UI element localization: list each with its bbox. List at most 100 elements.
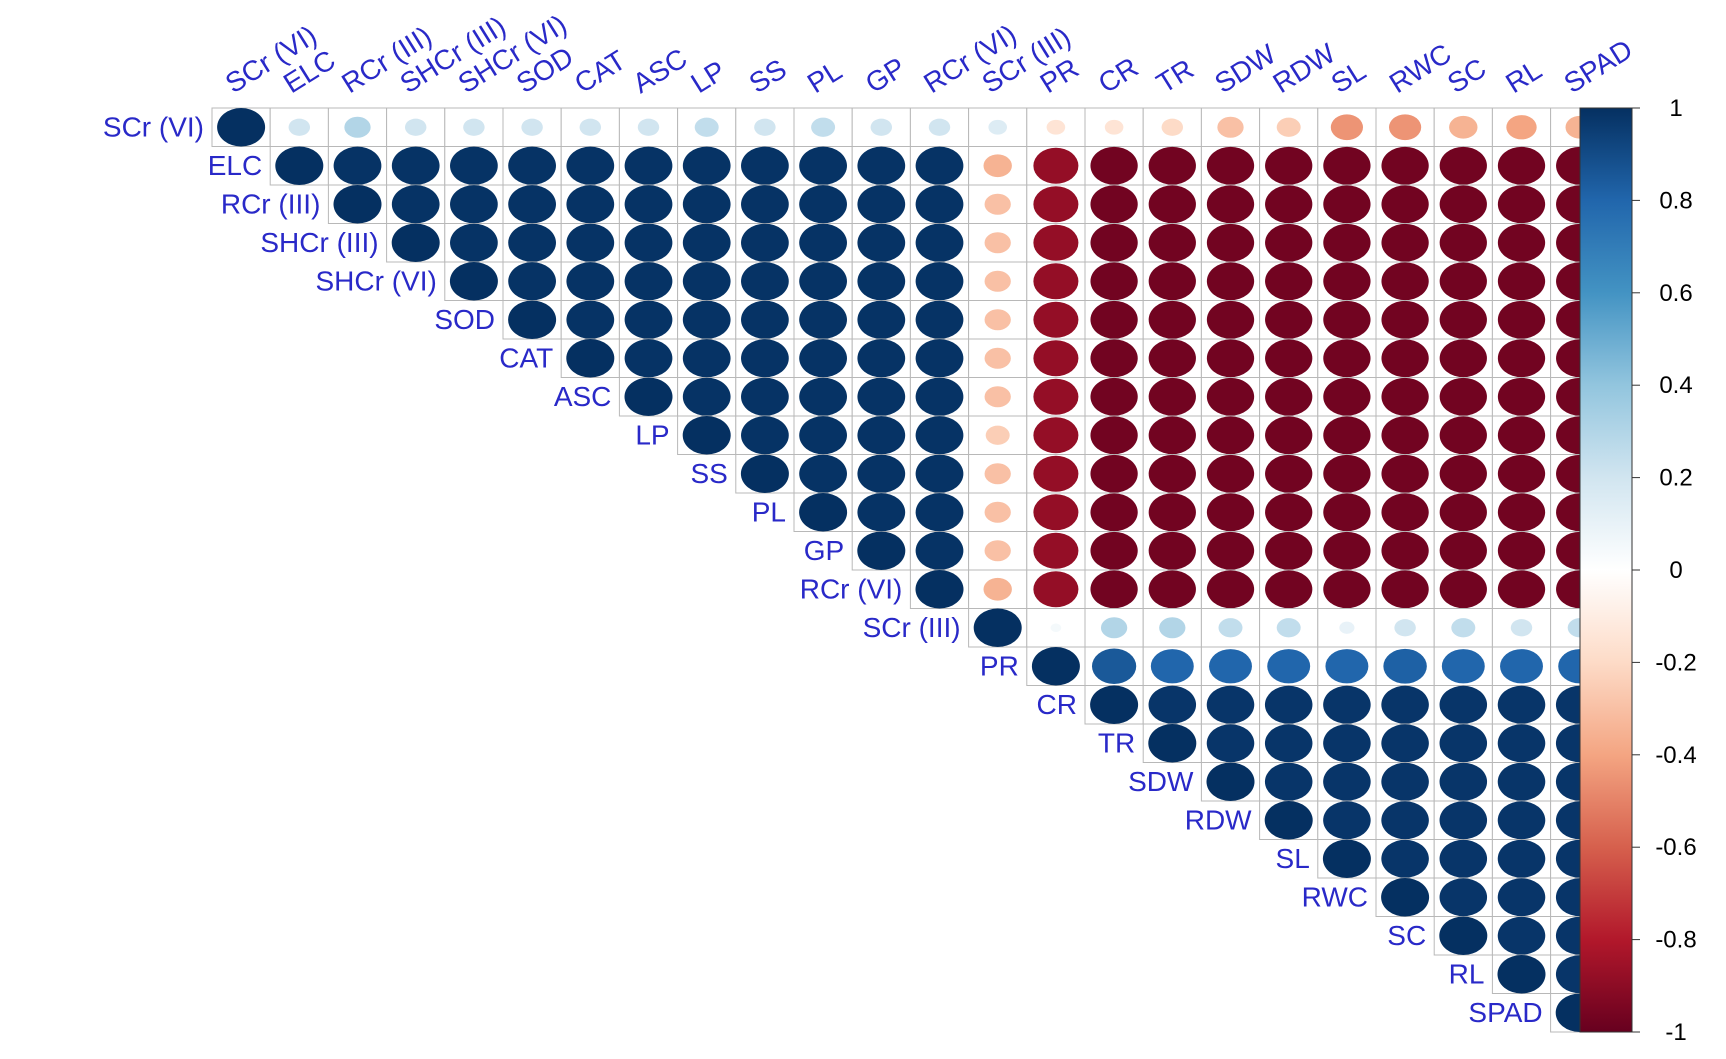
correlation-circle	[1148, 146, 1196, 185]
colorbar-tick-label: 0.4	[1659, 372, 1692, 399]
correlation-circle	[1148, 531, 1196, 570]
correlation-circle	[1209, 649, 1252, 684]
correlation-circle	[1497, 339, 1546, 378]
correlation-circle	[1323, 377, 1371, 416]
correlation-circle	[1381, 300, 1429, 339]
column-label: LP	[685, 55, 730, 99]
correlation-circle	[1033, 494, 1079, 531]
correlation-circle	[1090, 493, 1138, 532]
column-label: RWC	[1384, 38, 1457, 99]
correlation-circle	[799, 493, 848, 532]
correlation-circle	[1104, 119, 1124, 135]
correlation-circle	[566, 146, 615, 185]
colorbar-tick-label: -0.4	[1655, 742, 1696, 769]
correlation-circle	[1148, 724, 1197, 763]
correlation-circle	[1439, 531, 1487, 570]
correlation-circle	[637, 118, 660, 136]
correlation-circle	[1265, 570, 1313, 609]
correlation-circle	[1033, 340, 1079, 377]
correlation-circle	[741, 146, 789, 185]
correlation-circle	[1217, 116, 1244, 138]
correlation-circle	[1090, 454, 1138, 493]
row-label: CR	[1037, 689, 1077, 720]
correlation-circle	[915, 339, 964, 378]
correlation-circle	[857, 185, 906, 224]
correlation-circle	[1090, 223, 1138, 262]
correlation-circle	[450, 146, 498, 185]
correlation-circle	[1439, 339, 1487, 378]
correlation-circle	[391, 185, 440, 224]
correlation-circle	[1033, 186, 1079, 223]
correlation-circle	[857, 531, 906, 570]
correlation-circle	[1439, 454, 1487, 493]
correlation-circle	[915, 262, 964, 301]
correlation-circle	[1322, 839, 1371, 878]
column-label: CAT	[569, 44, 631, 99]
correlation-circle	[1323, 685, 1371, 724]
correlation-circle	[1439, 223, 1487, 262]
correlation-circle	[1206, 724, 1255, 763]
correlation-circle	[1090, 531, 1138, 570]
correlation-circle	[754, 118, 776, 136]
colorbar-tick-label: -1	[1665, 1019, 1686, 1046]
correlation-circle	[288, 118, 311, 136]
correlation-circle	[983, 154, 1012, 178]
correlation-circle	[682, 262, 731, 301]
correlation-circle	[741, 339, 789, 378]
correlation-circle	[799, 262, 847, 301]
colorbar-tick-label: 0.6	[1659, 280, 1692, 307]
correlation-circle	[1206, 762, 1255, 801]
correlation-circle	[1441, 649, 1485, 684]
correlation-circle	[1148, 185, 1196, 224]
correlation-circle	[566, 185, 615, 224]
column-label: CR	[1093, 51, 1144, 99]
correlation-circle	[1033, 301, 1079, 338]
colorbar-tick-label: 0.2	[1659, 465, 1692, 492]
color-legend: 1 0.8 0.6 0.4 0.2 0 -0.2 -0.4 -0.6 -0.8 -1	[1579, 95, 1697, 1046]
correlation-circle	[1381, 493, 1429, 532]
correlation-circle	[333, 146, 382, 185]
correlation-circle	[741, 377, 789, 416]
row-label: RL	[1449, 958, 1485, 989]
correlation-circle	[915, 570, 964, 609]
correlation-circle	[508, 300, 557, 339]
correlation-circle	[1090, 185, 1138, 224]
correlation-circle	[1339, 621, 1355, 634]
correlation-circle	[915, 416, 964, 455]
correlation-circle	[1330, 114, 1363, 141]
correlation-circle	[566, 300, 615, 339]
correlation-circle	[1510, 619, 1533, 637]
correlation-circle	[1439, 839, 1488, 878]
correlation-circle	[682, 185, 731, 224]
correlation-circle	[1439, 262, 1487, 301]
correlation-circle	[1497, 916, 1546, 955]
correlation-circle	[1497, 531, 1546, 570]
column-label: SDW	[1209, 38, 1281, 99]
correlation-circle	[1506, 115, 1537, 140]
correlation-circle	[741, 416, 789, 455]
correlation-circle	[1033, 532, 1079, 569]
correlation-circle	[566, 262, 615, 301]
row-label: RCr (III)	[221, 188, 321, 219]
correlation-circle	[1265, 300, 1313, 339]
correlation-circle	[1148, 685, 1197, 724]
correlation-circle	[1439, 416, 1487, 455]
colorbar-gradient	[1579, 107, 1633, 1033]
row-label: ASC	[554, 381, 612, 412]
correlation-circle	[1381, 839, 1429, 878]
correlation-circle	[1148, 300, 1196, 339]
correlation-circle	[1148, 339, 1196, 378]
row-label: RWC	[1302, 881, 1368, 912]
correlation-circle	[508, 185, 556, 224]
correlation-circle	[1265, 454, 1313, 493]
correlation-circle	[1323, 339, 1371, 378]
correlation-circle	[1159, 617, 1186, 639]
correlation-circle	[915, 146, 964, 185]
correlation-circle	[1090, 570, 1138, 609]
correlation-circle	[1150, 649, 1194, 684]
row-label: RDW	[1185, 804, 1252, 835]
correlation-circle	[1381, 531, 1429, 570]
correlation-circle	[1206, 454, 1255, 493]
correlation-circle	[1264, 801, 1313, 840]
correlation-circle	[579, 118, 602, 136]
